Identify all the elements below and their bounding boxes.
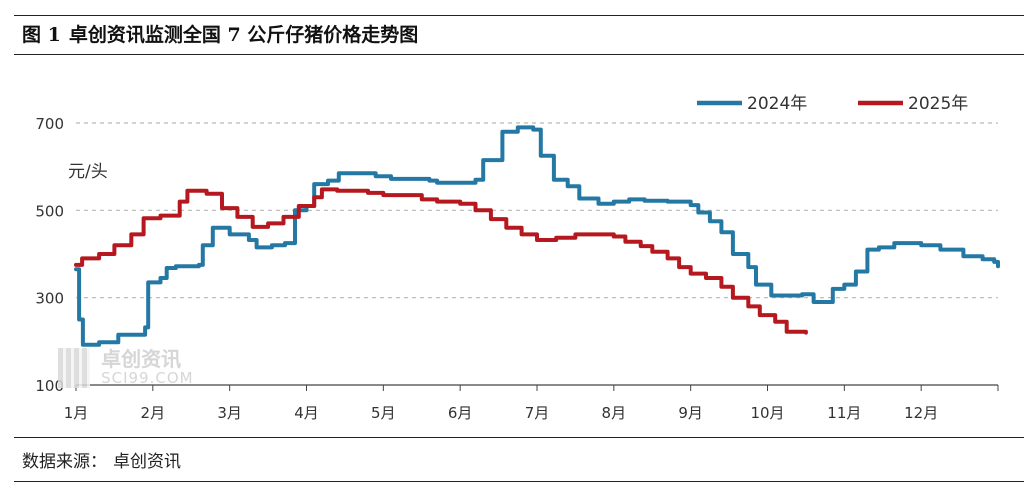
legend-label: 2024年 — [747, 94, 807, 114]
y-tick-label: 700 — [35, 115, 64, 133]
footer-rule — [14, 437, 1024, 438]
y-axis-label: 元/头 — [68, 162, 108, 182]
x-tick-label: 2月 — [141, 404, 166, 422]
x-tick-label: 7月 — [525, 404, 550, 422]
price-line-chart: 100 300 500 700 元/头 1月 2月 3月 4月 5月 6月 7月 8月 9月 10月 11月 1… — [35, 94, 1000, 422]
legend-label: 2025年 — [908, 94, 968, 114]
title-rule — [14, 54, 1024, 55]
source-value: 卓创资讯 — [113, 452, 181, 472]
series-line-2024 — [74, 125, 1000, 347]
data-source: 数据来源： 卓创资讯 — [22, 447, 181, 472]
bottom-rule — [14, 481, 1024, 482]
axes: 100 300 500 700 元/头 1月 2月 3月 4月 5月 6月 7月 8月 9月 10月 11月 1… — [35, 115, 999, 422]
x-tick-label: 3月 — [217, 404, 242, 422]
figure-title: 图 1 卓创资讯监测全国 7 公斤仔猪价格走势图 — [22, 18, 426, 52]
x-tick-label: 5月 — [371, 404, 396, 422]
x-tick-label: 11月 — [827, 404, 861, 422]
series-line-2025 — [74, 187, 808, 335]
y-tick-label: 300 — [35, 290, 64, 308]
y-tick-label: 100 — [35, 377, 64, 395]
x-tick-label: 10月 — [750, 404, 784, 422]
source-label: 数据来源： — [22, 452, 107, 472]
series-lines — [74, 125, 1000, 347]
grid-lines — [76, 122, 998, 299]
top-rule — [14, 15, 1024, 16]
legend: 2024年 2025年 — [697, 94, 968, 114]
x-tick-label: 12月 — [904, 404, 938, 422]
x-tick-label: 6月 — [448, 404, 473, 422]
chart-title: 卓创资讯监测全国 7 公斤仔猪价格走势图 — [68, 24, 419, 46]
x-tick-label: 1月 — [64, 404, 89, 422]
x-tick-label: 9月 — [678, 404, 703, 422]
figure-label: 图 1 — [22, 24, 61, 46]
x-tick-label: 4月 — [294, 404, 319, 422]
x-tick-label: 8月 — [602, 404, 627, 422]
y-tick-label: 500 — [35, 202, 64, 220]
